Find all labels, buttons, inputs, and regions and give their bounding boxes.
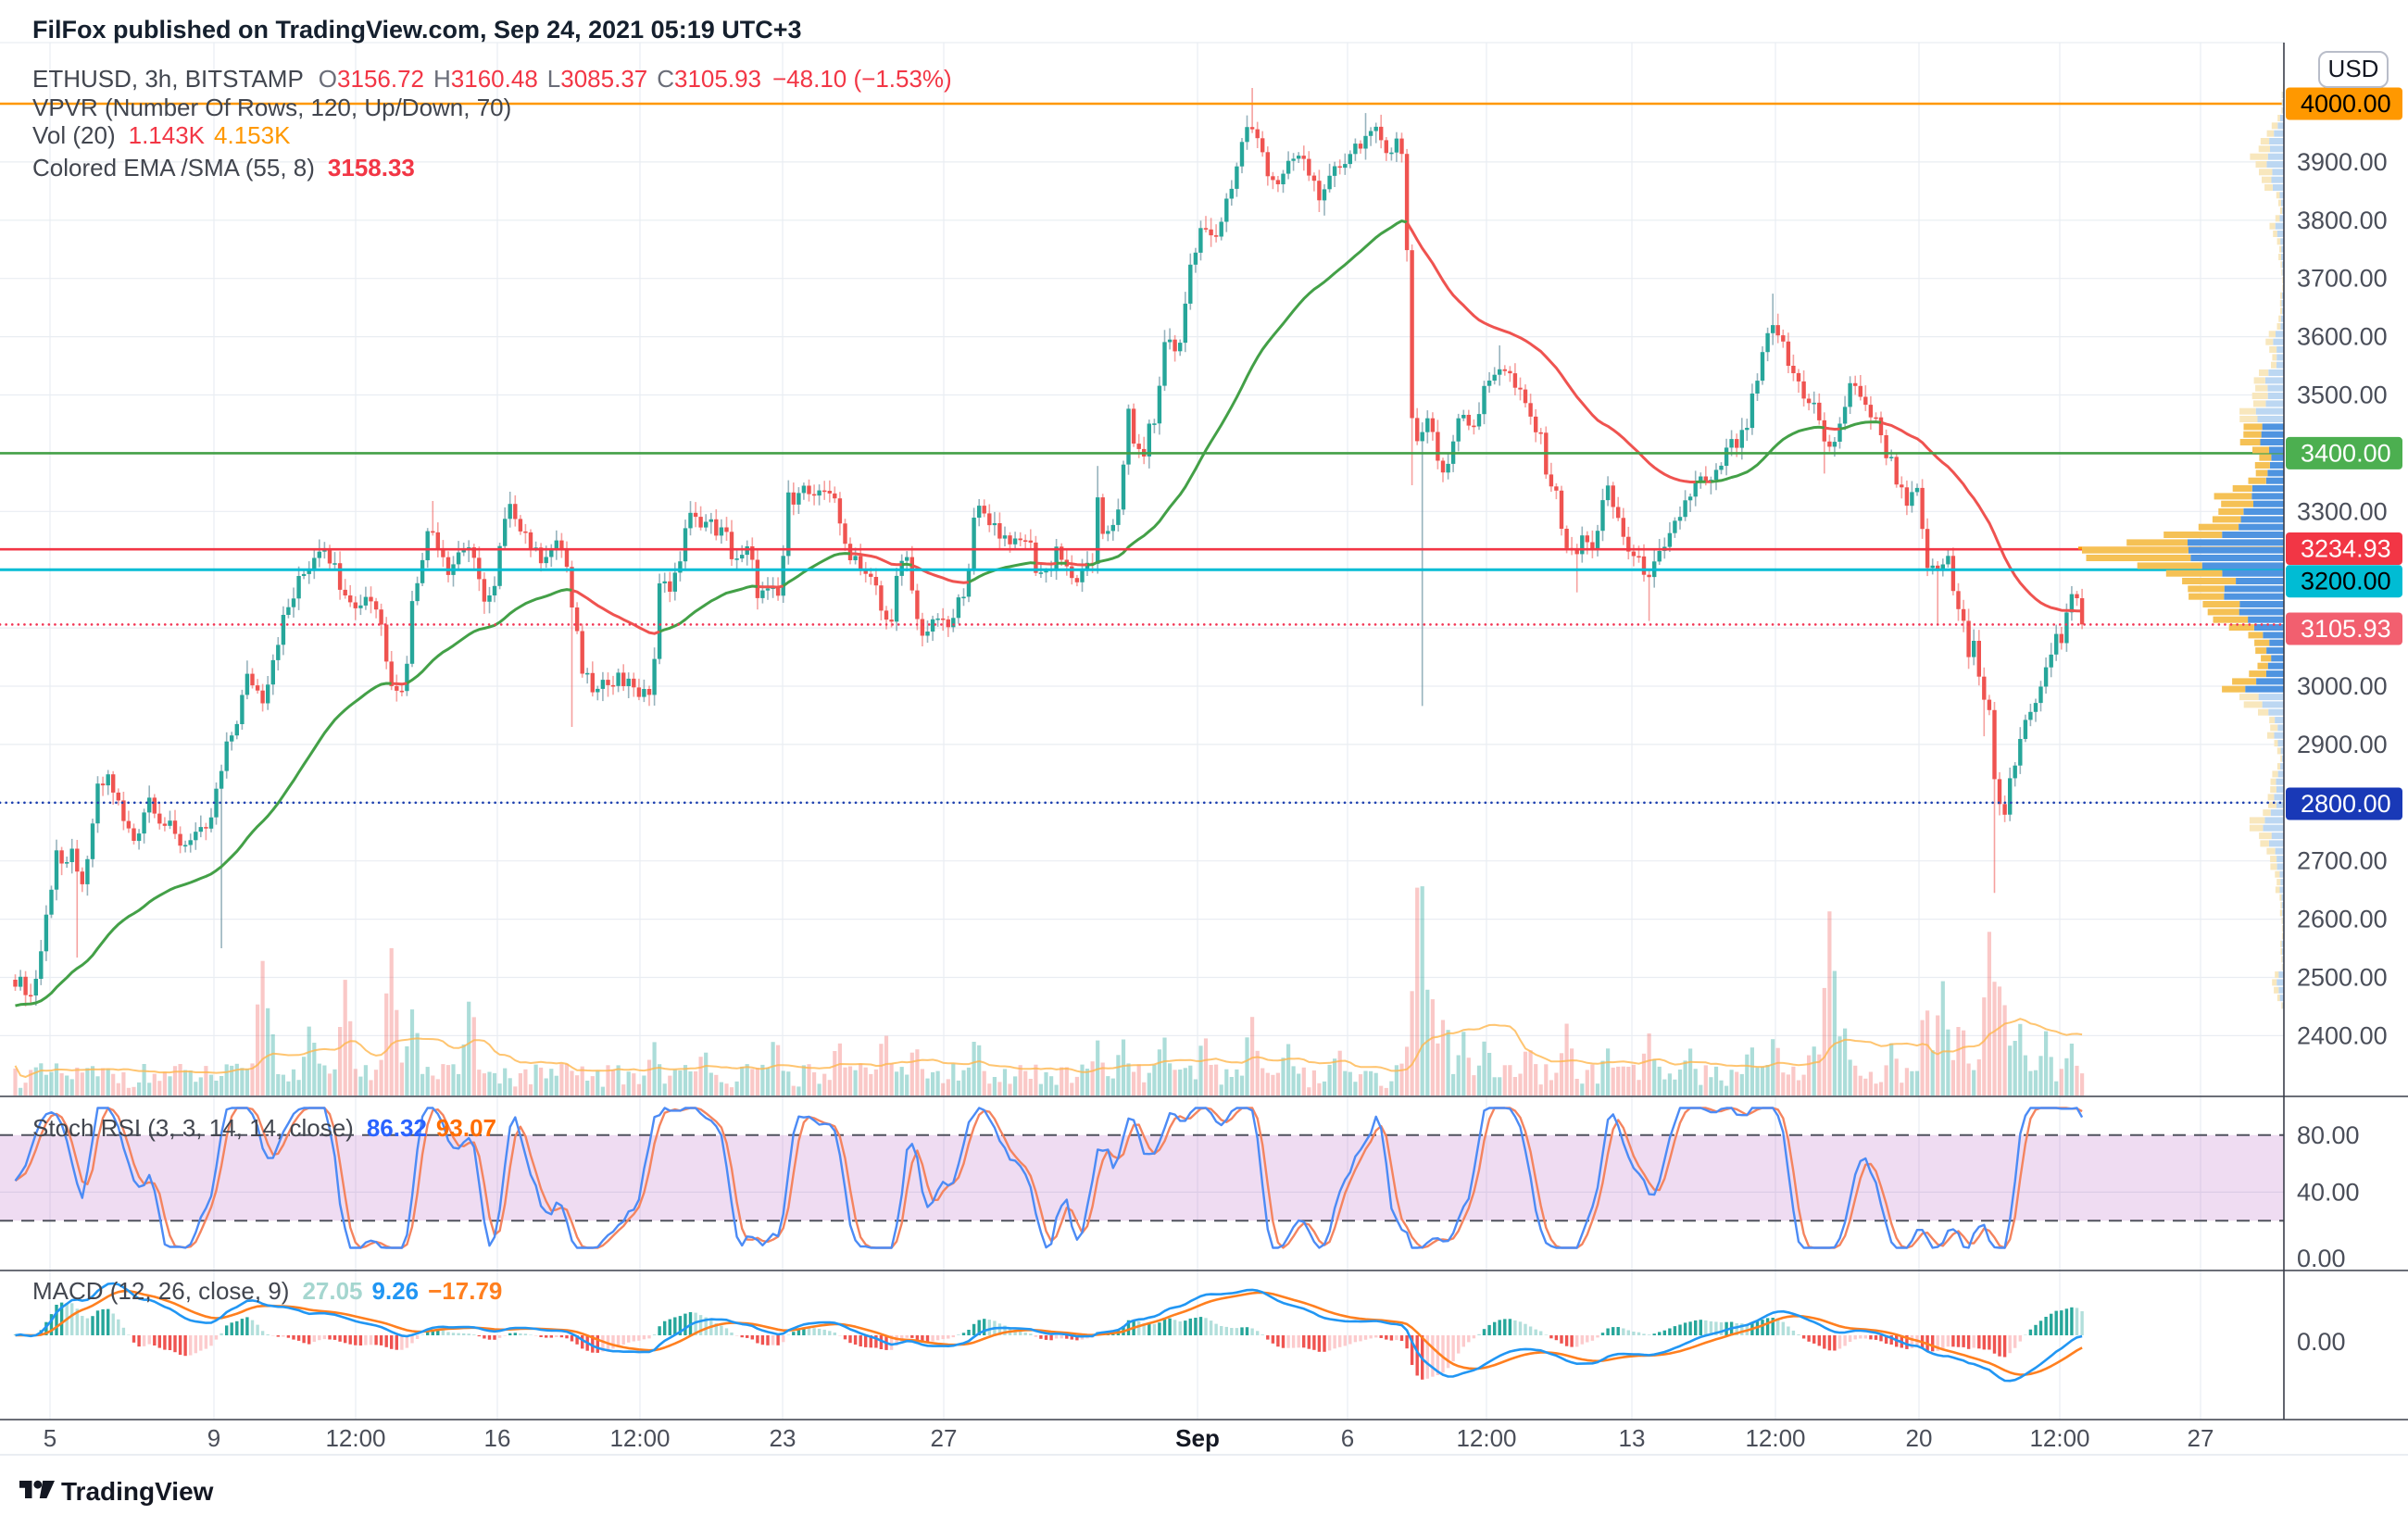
svg-text:3000.00: 3000.00 — [2297, 672, 2388, 700]
svg-text:Sep: Sep — [1175, 1424, 1220, 1452]
svg-text:3400.00: 3400.00 — [2301, 439, 2391, 467]
svg-text:40.00: 40.00 — [2297, 1178, 2360, 1206]
svg-text:2900.00: 2900.00 — [2297, 731, 2388, 758]
svg-text:2800.00: 2800.00 — [2301, 790, 2391, 818]
svg-text:6: 6 — [1341, 1424, 1354, 1452]
svg-text:20: 20 — [1906, 1424, 1933, 1452]
svg-text:27: 27 — [931, 1424, 958, 1452]
svg-text:3234.93: 3234.93 — [2301, 535, 2391, 563]
svg-text:2400.00: 2400.00 — [2297, 1021, 2388, 1049]
svg-text:5: 5 — [44, 1424, 56, 1452]
svg-text:3500.00: 3500.00 — [2297, 382, 2388, 409]
svg-text:12:00: 12:00 — [1456, 1424, 1516, 1452]
svg-text:2700.00: 2700.00 — [2297, 847, 2388, 875]
svg-text:3900.00: 3900.00 — [2297, 148, 2388, 176]
svg-text:3300.00: 3300.00 — [2297, 497, 2388, 525]
svg-text:12:00: 12:00 — [2029, 1424, 2089, 1452]
svg-text:3600.00: 3600.00 — [2297, 323, 2388, 351]
svg-text:12:00: 12:00 — [1745, 1424, 1805, 1452]
svg-text:16: 16 — [484, 1424, 511, 1452]
svg-text:2500.00: 2500.00 — [2297, 964, 2388, 992]
svg-text:FilFox published on TradingVie: FilFox published on TradingView.com, Sep… — [32, 16, 802, 44]
svg-text:3800.00: 3800.00 — [2297, 207, 2388, 234]
svg-text:12:00: 12:00 — [325, 1424, 385, 1452]
svg-text:VPVR (Number Of Rows, 120, Up/: VPVR (Number Of Rows, 120, Up/Down, 70) — [32, 94, 511, 121]
svg-text:3105.93: 3105.93 — [2301, 615, 2391, 643]
svg-text:3700.00: 3700.00 — [2297, 265, 2388, 293]
svg-text:27: 27 — [2188, 1424, 2214, 1452]
svg-text:4000.00: 4000.00 — [2301, 90, 2391, 118]
svg-text:USD: USD — [2328, 55, 2379, 82]
svg-text:3200.00: 3200.00 — [2301, 568, 2391, 595]
svg-text:2600.00: 2600.00 — [2297, 906, 2388, 933]
svg-text:12:00: 12:00 — [609, 1424, 670, 1452]
svg-text:80.00: 80.00 — [2297, 1121, 2360, 1149]
svg-text:TradingView: TradingView — [61, 1477, 214, 1506]
svg-text:23: 23 — [770, 1424, 796, 1452]
svg-text:0.00: 0.00 — [2297, 1328, 2346, 1356]
svg-text:Stoch RSI (3, 3, 14, 14, close: Stoch RSI (3, 3, 14, 14, close) 86.32 93.0… — [32, 1114, 496, 1142]
svg-text:9: 9 — [207, 1424, 220, 1452]
svg-text:Colored EMA /SMA (55, 8)3158.3: Colored EMA /SMA (55, 8) 3158.33 — [32, 154, 415, 181]
svg-text:MACD (12, 26, close, 9)27.059.: MACD (12, 26, close, 9) 27.05 9.26 −17.79 — [32, 1277, 502, 1305]
svg-text:13: 13 — [1619, 1424, 1646, 1452]
svg-text:0.00: 0.00 — [2297, 1245, 2346, 1272]
